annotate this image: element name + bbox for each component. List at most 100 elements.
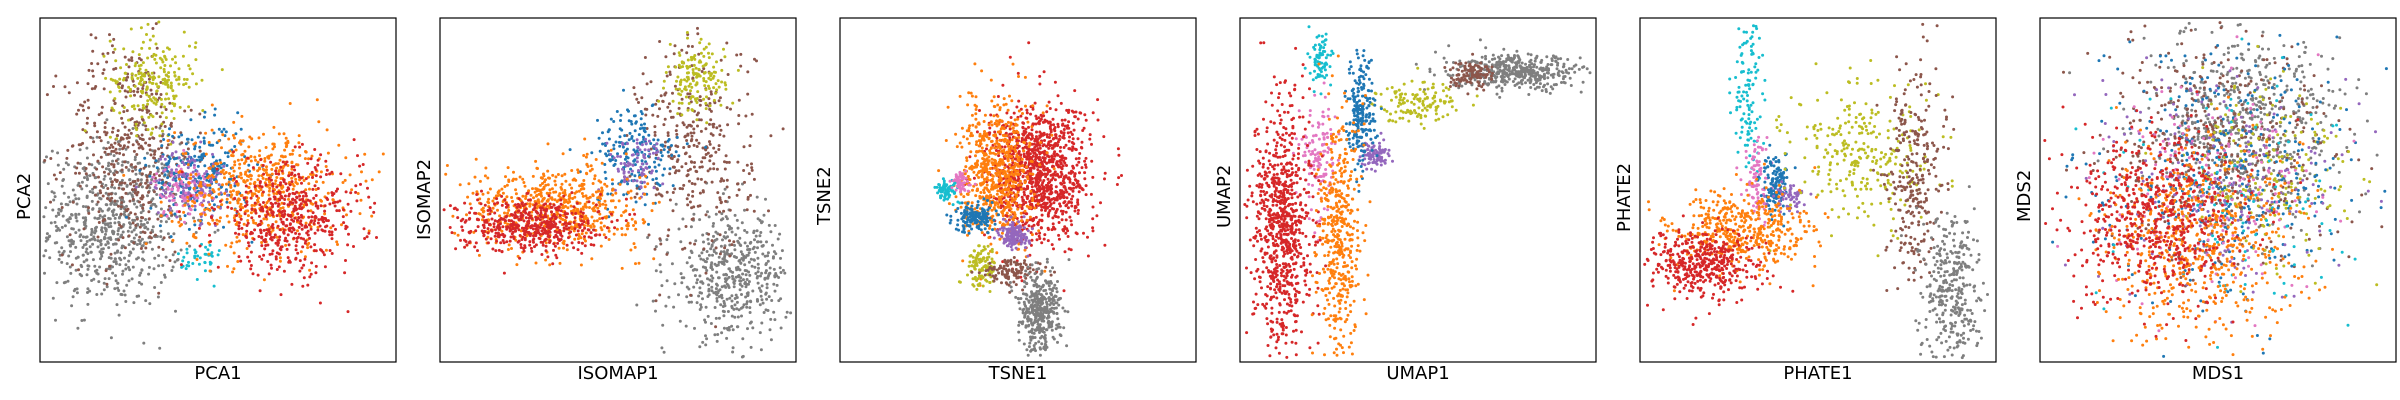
scatter-point: [575, 201, 579, 205]
scatter-point: [511, 199, 514, 203]
scatter-point: [268, 180, 271, 184]
scatter-point: [116, 232, 120, 236]
scatter-point: [670, 262, 674, 266]
scatter-point: [475, 190, 479, 194]
scatter-point: [233, 197, 237, 201]
scatter-point: [124, 267, 128, 271]
scatter-point: [95, 135, 99, 139]
scatter-point: [60, 184, 64, 188]
scatter-point: [98, 214, 102, 218]
scatter-point: [730, 324, 734, 328]
scatter-point: [342, 208, 345, 212]
scatter-point: [234, 148, 238, 152]
scatter-point: [104, 203, 108, 207]
scatter-point: [208, 233, 211, 237]
scatter-point: [297, 216, 301, 219]
scatter-point: [697, 294, 701, 298]
scatter-point: [228, 149, 232, 153]
scatter-point: [261, 207, 265, 211]
scatter-point: [220, 203, 224, 207]
scatter-point: [765, 240, 768, 244]
scatter-point: [623, 175, 626, 179]
scatter-point: [304, 239, 308, 243]
scatter-point: [124, 300, 128, 303]
scatter-point: [730, 226, 733, 230]
scatter-point: [271, 213, 275, 217]
scatter-point: [113, 221, 117, 225]
scatter-point: [556, 173, 560, 176]
scatter-point: [471, 191, 475, 195]
scatter-point: [100, 292, 104, 296]
scatter-point: [246, 219, 250, 222]
scatter-point: [260, 235, 264, 239]
scatter-point: [583, 137, 587, 141]
scatter-point: [93, 124, 97, 128]
scatter-point: [299, 219, 303, 223]
scatter-point: [258, 223, 262, 227]
scatter-point: [687, 179, 691, 183]
scatter-point: [711, 123, 715, 126]
scatter-point: [244, 190, 248, 194]
scatter-point: [725, 217, 729, 221]
scatter-point: [177, 77, 181, 81]
scatter-point: [278, 168, 282, 172]
scatter-point: [563, 189, 567, 192]
scatter-point: [181, 182, 184, 186]
scatter-point: [270, 235, 273, 239]
scatter-point: [780, 249, 784, 253]
scatter-point: [573, 191, 577, 195]
scatter-point: [97, 210, 101, 214]
scatter-point: [644, 141, 648, 145]
scatter-point: [644, 113, 648, 117]
scatter-point: [233, 145, 237, 148]
scatter-point: [781, 268, 785, 272]
scatter-point: [78, 148, 82, 152]
scatter-point: [524, 197, 528, 200]
scatter-point: [117, 227, 121, 230]
scatter-point: [104, 227, 108, 231]
scatter-point: [256, 200, 260, 204]
scatter-point: [361, 163, 365, 166]
scatter-point: [261, 190, 265, 194]
scatter-point: [739, 250, 743, 254]
scatter-point: [109, 256, 113, 260]
scatter-point: [196, 164, 200, 168]
scatter-point: [467, 182, 471, 186]
scatter-point: [261, 164, 265, 167]
scatter-point: [690, 45, 694, 48]
scatter-point: [777, 276, 781, 279]
scatter-point: [713, 306, 717, 309]
scatter-point: [133, 158, 137, 162]
scatter-point: [704, 127, 708, 131]
scatter-point: [146, 221, 149, 225]
scatter-point: [586, 165, 590, 168]
scatter-point: [704, 148, 708, 152]
scatter-point: [739, 64, 743, 68]
scatter-point: [187, 155, 191, 159]
scatter-point: [307, 182, 311, 186]
scatter-point: [134, 122, 138, 126]
scatter-point: [114, 59, 118, 63]
scatter-point: [645, 162, 649, 166]
scatter-point: [658, 184, 662, 187]
scatter-point: [109, 143, 113, 147]
scatter-point: [314, 264, 318, 268]
scatter-point: [250, 216, 254, 220]
scatter-point: [733, 303, 737, 307]
scatter-point: [745, 302, 749, 306]
scatter-point: [746, 197, 750, 201]
scatter-point: [592, 206, 596, 210]
scatter-point: [755, 59, 758, 63]
scatter-point: [282, 231, 286, 235]
scatter-point: [316, 187, 320, 190]
scatter-point: [352, 245, 355, 248]
scatter-point: [285, 143, 289, 147]
scatter-point: [159, 219, 163, 223]
scatter-point: [298, 198, 302, 202]
scatter-point: [626, 227, 629, 231]
scatter-point: [658, 107, 661, 111]
scatter-point: [710, 52, 714, 56]
scatter-point: [637, 169, 640, 172]
scatter-point: [671, 184, 675, 188]
scatter-panel-pca: [39, 17, 397, 363]
